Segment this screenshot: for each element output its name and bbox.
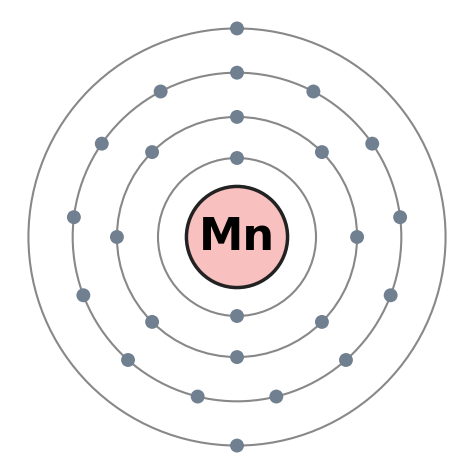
Circle shape [315, 145, 329, 159]
Circle shape [230, 110, 244, 124]
Circle shape [186, 186, 288, 288]
Circle shape [154, 84, 168, 99]
Circle shape [95, 137, 109, 151]
Circle shape [306, 84, 320, 99]
Circle shape [230, 66, 244, 80]
Circle shape [365, 137, 379, 151]
Circle shape [339, 353, 353, 367]
Circle shape [76, 288, 91, 302]
Circle shape [383, 288, 398, 302]
Circle shape [393, 210, 407, 224]
Circle shape [230, 151, 244, 165]
Circle shape [121, 353, 135, 367]
Circle shape [67, 210, 81, 224]
Circle shape [110, 230, 124, 244]
Circle shape [145, 145, 159, 159]
Text: Mn: Mn [199, 216, 275, 258]
Circle shape [191, 390, 205, 403]
Circle shape [145, 315, 159, 329]
Circle shape [269, 390, 283, 403]
Circle shape [230, 21, 244, 36]
Circle shape [230, 350, 244, 364]
Circle shape [230, 309, 244, 323]
Circle shape [350, 230, 364, 244]
Circle shape [315, 315, 329, 329]
Circle shape [230, 438, 244, 453]
